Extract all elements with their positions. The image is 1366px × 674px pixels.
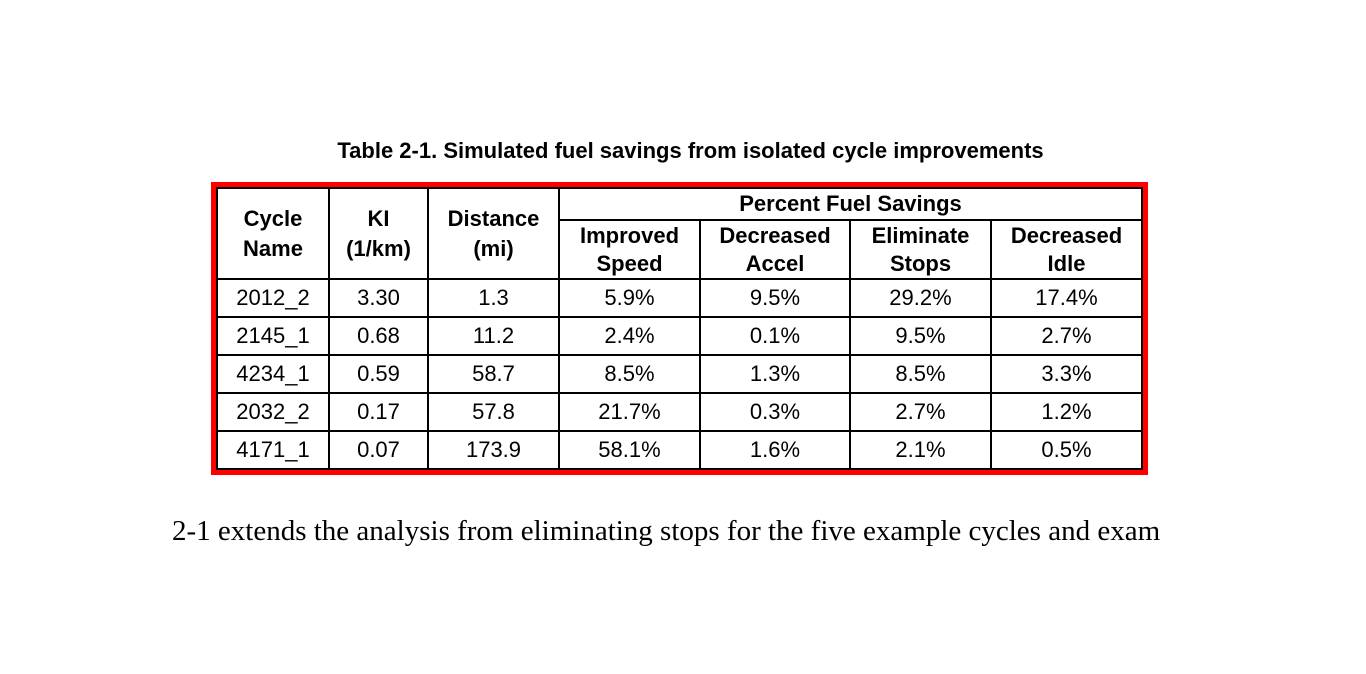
cell-ki: 0.07 [328, 430, 429, 470]
table-header-row-2: Improved Speed Decreased Accel Eliminate… [217, 219, 1143, 280]
table-row: 4234_1 0.59 58.7 8.5% 1.3% 8.5% 3.3% [216, 354, 1143, 394]
cell-ki: 0.17 [328, 392, 429, 432]
cell-decreased-accel: 1.6% [699, 430, 851, 470]
cell-decreased-accel: 0.3% [699, 392, 851, 432]
cell-eliminate-stops: 9.5% [849, 316, 992, 356]
cell-distance: 58.7 [427, 354, 560, 394]
cell-eliminate-stops: 2.1% [849, 430, 992, 470]
paragraph-text: 2-1 extends the analysis from eliminatin… [172, 515, 1161, 547]
cell-improved-speed: 58.1% [558, 430, 701, 470]
table-row: 2145_1 0.68 11.2 2.4% 0.1% 9.5% 2.7% [216, 316, 1143, 356]
cell-eliminate-stops: 8.5% [849, 354, 992, 394]
cell-decreased-idle: 3.3% [990, 354, 1143, 394]
cell-distance: 173.9 [427, 430, 560, 470]
cell-distance: 57.8 [427, 392, 560, 432]
cell-decreased-accel: 0.1% [699, 316, 851, 356]
cell-eliminate-stops: 29.2% [849, 278, 992, 318]
cell-decreased-idle: 1.2% [990, 392, 1143, 432]
col-header-cycle-name: Cycle Name [216, 187, 330, 280]
cell-improved-speed: 8.5% [558, 354, 701, 394]
table-header-row-1: Cycle Name KI (1/km) Distance (mi) Perce… [216, 187, 1143, 280]
col-header-distance: Distance (mi) [427, 187, 560, 280]
cell-decreased-accel: 1.3% [699, 354, 851, 394]
table-caption: Table 2-1. Simulated fuel savings from i… [337, 138, 1044, 163]
cell-distance: 11.2 [427, 316, 560, 356]
cell-cycle-name: 2012_2 [216, 278, 330, 318]
cell-cycle-name: 4234_1 [216, 354, 330, 394]
cell-eliminate-stops: 2.7% [849, 392, 992, 432]
cell-cycle-name: 2145_1 [216, 316, 330, 356]
cell-cycle-name: 4171_1 [216, 430, 330, 470]
cell-improved-speed: 5.9% [558, 278, 701, 318]
table-row: 2012_2 3.30 1.3 5.9% 9.5% 29.2% 17.4% [216, 278, 1143, 318]
cell-cycle-name: 2032_2 [216, 392, 330, 432]
cell-improved-speed: 2.4% [558, 316, 701, 356]
table-row: 4171_1 0.07 173.9 58.1% 1.6% 2.1% 0.5% [216, 430, 1143, 470]
sub-header-decreased-idle: Decreased Idle [990, 219, 1143, 280]
sub-header-decreased-accel: Decreased Accel [699, 219, 851, 280]
group-header-percent-fuel-savings: Percent Fuel Savings [558, 187, 1143, 221]
cell-ki: 0.59 [328, 354, 429, 394]
cell-decreased-idle: 2.7% [990, 316, 1143, 356]
cell-improved-speed: 21.7% [558, 392, 701, 432]
red-highlight-box: Cycle Name KI (1/km) Distance (mi) Perce… [211, 182, 1148, 475]
table-row: 2032_2 0.17 57.8 21.7% 0.3% 2.7% 1.2% [216, 392, 1143, 432]
cell-decreased-accel: 9.5% [699, 278, 851, 318]
cell-decreased-idle: 17.4% [990, 278, 1143, 318]
cell-ki: 0.68 [328, 316, 429, 356]
cell-decreased-idle: 0.5% [990, 430, 1143, 470]
col-header-ki: KI (1/km) [328, 187, 429, 280]
sub-header-improved-speed: Improved Speed [558, 219, 701, 280]
sub-header-eliminate-stops: Eliminate Stops [849, 219, 992, 280]
fuel-savings-table: Cycle Name KI (1/km) Distance (mi) Perce… [216, 187, 1143, 470]
cell-distance: 1.3 [427, 278, 560, 318]
cell-ki: 3.30 [328, 278, 429, 318]
